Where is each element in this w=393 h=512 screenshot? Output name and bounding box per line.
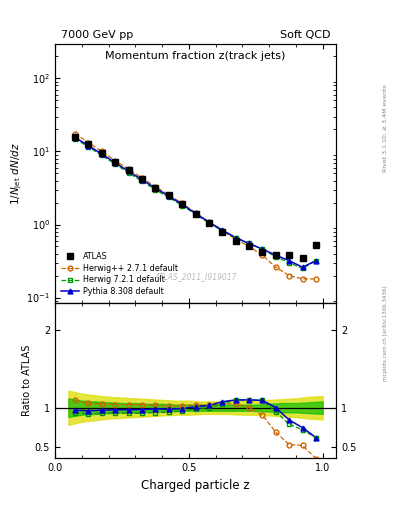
Text: ATLAS_2011_I919017: ATLAS_2011_I919017 bbox=[154, 272, 237, 281]
Text: 7000 GeV pp: 7000 GeV pp bbox=[61, 30, 133, 39]
Text: Soft QCD: Soft QCD bbox=[280, 30, 331, 39]
Text: mcplots.cern.ch [arXiv:1306.3436]: mcplots.cern.ch [arXiv:1306.3436] bbox=[383, 285, 388, 380]
Y-axis label: Ratio to ATLAS: Ratio to ATLAS bbox=[22, 345, 32, 416]
Legend: ATLAS, Herwig++ 2.7.1 default, Herwig 7.2.1 default, Pythia 8.308 default: ATLAS, Herwig++ 2.7.1 default, Herwig 7.… bbox=[59, 249, 181, 298]
Y-axis label: $1/N_{\mathsf{jet}}\ dN/dz$: $1/N_{\mathsf{jet}}\ dN/dz$ bbox=[9, 142, 24, 205]
Text: Rivet 3.1.10; ≥ 3.4M events: Rivet 3.1.10; ≥ 3.4M events bbox=[383, 84, 388, 172]
Text: Momentum fraction z(track jets): Momentum fraction z(track jets) bbox=[105, 51, 286, 61]
X-axis label: Charged particle z: Charged particle z bbox=[141, 479, 250, 492]
